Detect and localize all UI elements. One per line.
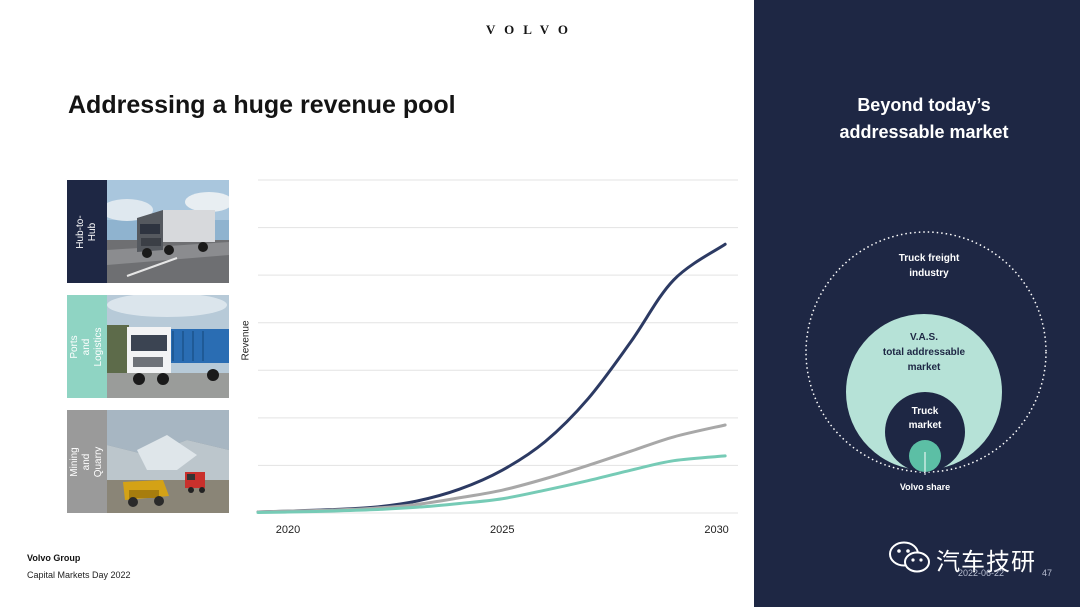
- addressable-market-panel: Beyond today’s addressable market Truck …: [754, 0, 1080, 607]
- truck-market-circle: [885, 392, 965, 472]
- segment-mining-quarry: Mining and Quarry: [67, 410, 229, 513]
- segment-label-box: Mining and Quarry: [67, 410, 107, 513]
- segment-label-box: Hub-to-Hub: [67, 180, 107, 283]
- segment-ports-logistics: Ports and Logistics: [67, 295, 229, 398]
- vas-label: V.A.S. total addressable market: [882, 332, 966, 373]
- truck-freight-label: Truck freight industry: [898, 253, 960, 279]
- watermark-text: 汽车技研: [936, 549, 1036, 576]
- segment-hub-to-hub: Hub-to-Hub: [67, 180, 229, 283]
- slide-date: 2022-06-22: [958, 568, 1005, 578]
- segment-label: Mining and Quarry: [69, 446, 104, 477]
- segment-label-box: Ports and Logistics: [67, 295, 107, 398]
- slide-title: Addressing a huge revenue pool: [68, 91, 456, 119]
- series-line-0: [256, 242, 727, 514]
- page-number: 47: [1042, 568, 1053, 578]
- footer-event: Capital Markets Day 2022: [27, 570, 131, 580]
- footer-company: Volvo Group: [27, 553, 81, 563]
- wechat-icon: [889, 541, 930, 573]
- segment-label: Hub-to-Hub: [75, 214, 98, 249]
- revenue-line-chart: 2020 2025 2030: [256, 179, 738, 536]
- y-axis-label: Revenue: [240, 319, 252, 361]
- quarry-trucks-photo: [107, 410, 229, 513]
- x-tick-label: 2020: [276, 524, 300, 536]
- volvo-share-label: Volvo share: [899, 482, 951, 492]
- series-line-2: [256, 454, 727, 515]
- truck-freight-circle: [805, 231, 1047, 473]
- truck-container-photo: [107, 295, 229, 398]
- segment-label: Ports and Logistics: [69, 327, 104, 366]
- volvo-logo: VOLVO: [486, 22, 577, 37]
- x-tick-label: 2030: [704, 524, 728, 536]
- market-circles-diagram: [805, 231, 1047, 475]
- x-tick-label: 2025: [490, 524, 514, 536]
- truck-highway-photo: [107, 180, 229, 283]
- truck-market-label: Truck market: [908, 406, 942, 431]
- panel-title: Beyond today’s addressable market: [839, 95, 1009, 142]
- y-axis-label-wrap: Revenue: [234, 300, 258, 380]
